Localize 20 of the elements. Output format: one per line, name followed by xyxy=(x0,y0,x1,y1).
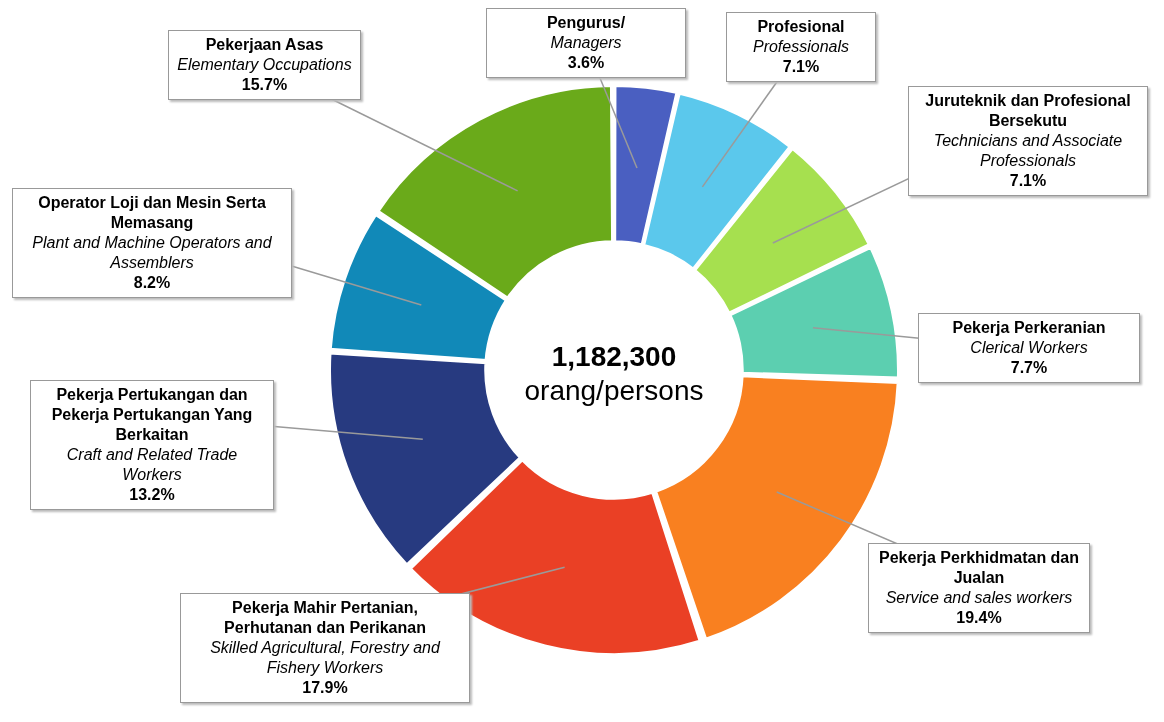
slice-label: Pekerja Perkhidmatan dan Jualan Service and sales workers xyxy=(877,548,1081,608)
text: 1,182,300 xyxy=(550,340,678,374)
data-label: 13.2% xyxy=(128,485,176,505)
data-label: 7.1% xyxy=(1008,171,1048,191)
slice-label: Pekerjaan Asas Elementary Occupations xyxy=(176,35,353,75)
slice-label: Pekerja Mahir Pertanian, Perhutanan dan Perikanan Skilled Agricultural, Forestry and Fishery Workers xyxy=(209,598,442,678)
data-label: 19.4% xyxy=(955,608,1003,628)
slice-label: Profesional Professionals xyxy=(751,17,850,57)
text: orang/persons xyxy=(523,374,705,408)
slice-label: Pengurus/ Managers xyxy=(545,13,627,53)
data-label: 3.6% xyxy=(566,53,606,73)
data-label: 17.9% xyxy=(301,678,349,698)
data-label: 8.2% xyxy=(132,273,172,293)
data-label: 15.7% xyxy=(240,75,289,95)
data-label: 7.1% xyxy=(781,57,821,77)
slice-label: Pekerja Pertukangan dan Pekerja Pertukangan Yang Berkaitan Craft and Related Trade Workers xyxy=(50,385,254,485)
data-label: 7.7% xyxy=(1009,358,1049,378)
slice-label: Pekerja Perkeranian Clerical Workers xyxy=(951,318,1107,358)
slice-label: Operator Loji dan Mesin Serta Memasang Plant and Machine Operators and Assemblers xyxy=(31,193,273,273)
slice-label: Juruteknik dan Profesional Bersekutu Technicians and Associate Professionals xyxy=(924,91,1132,171)
